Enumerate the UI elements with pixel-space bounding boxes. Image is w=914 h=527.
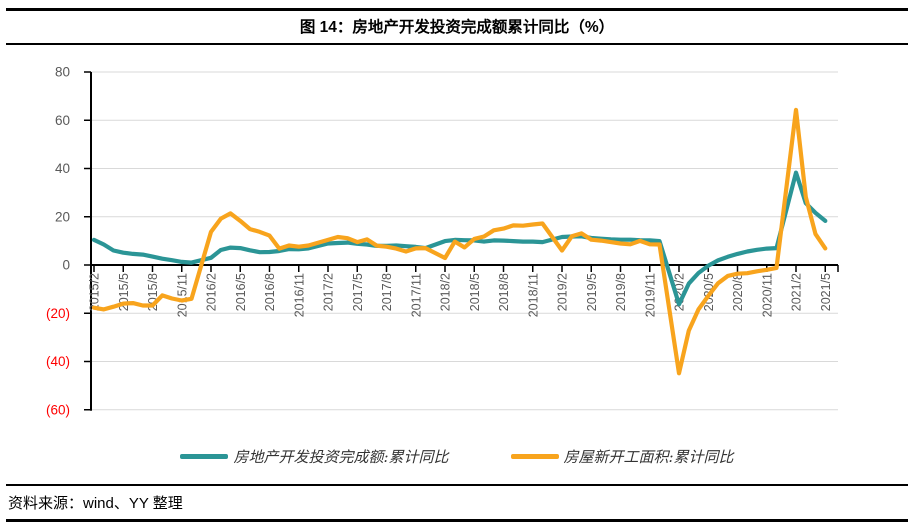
- legend-item-series1: 房地产开发投资完成额:累计同比: [180, 446, 449, 467]
- svg-text:2016/5: 2016/5: [234, 273, 248, 311]
- svg-text:2017/2: 2017/2: [322, 273, 336, 311]
- svg-text:2021/2: 2021/2: [790, 273, 804, 311]
- source-note: 资料来源：wind、YY 整理: [8, 495, 183, 512]
- svg-text:40: 40: [55, 161, 70, 176]
- svg-text:2018/2: 2018/2: [439, 273, 453, 311]
- svg-text:0: 0: [62, 258, 70, 273]
- svg-text:20: 20: [55, 209, 70, 224]
- top-rule: [6, 8, 908, 11]
- svg-text:(20): (20): [46, 306, 70, 321]
- legend-item-series2: 房屋新开工面积:累计同比: [510, 446, 734, 467]
- legend-label-series1: 房地产开发投资完成额:累计同比: [233, 448, 449, 466]
- svg-text:60: 60: [55, 113, 70, 128]
- series-line-1: [91, 170, 828, 307]
- svg-text:2019/11: 2019/11: [643, 273, 657, 317]
- legend-label-series2: 房屋新开工面积:累计同比: [563, 448, 734, 466]
- footer-top-rule: [6, 484, 908, 486]
- svg-text:2015/2: 2015/2: [88, 273, 102, 311]
- title-separator-rule: [6, 43, 908, 45]
- svg-text:2020/11: 2020/11: [760, 273, 774, 317]
- svg-text:2019/2: 2019/2: [556, 273, 570, 311]
- svg-text:2019/5: 2019/5: [585, 273, 599, 311]
- series2-line-swatch-icon: [510, 454, 559, 459]
- svg-text:2019/8: 2019/8: [614, 273, 628, 311]
- svg-text:2016/8: 2016/8: [263, 273, 277, 311]
- svg-text:2018/8: 2018/8: [497, 273, 511, 311]
- series1-line-swatch-icon: [180, 454, 229, 459]
- svg-text:2016/11: 2016/11: [292, 273, 306, 317]
- svg-text:2021/5: 2021/5: [819, 273, 833, 311]
- chart-title: 图 14：房地产开发投资完成额累计同比（%）: [299, 19, 615, 36]
- svg-text:(40): (40): [46, 354, 70, 369]
- svg-text:2018/5: 2018/5: [468, 273, 482, 311]
- svg-text:2020/8: 2020/8: [731, 273, 745, 311]
- series-line-2: [91, 107, 828, 376]
- svg-text:2016/2: 2016/2: [205, 273, 219, 311]
- footer-bottom-rule: [6, 519, 908, 522]
- chart-legend: 房地产开发投资完成额:累计同比 房屋新开工面积:累计同比: [0, 446, 914, 467]
- svg-text:2015/11: 2015/11: [175, 273, 189, 317]
- svg-text:80: 80: [55, 65, 70, 80]
- svg-text:(60): (60): [46, 402, 70, 417]
- svg-text:2017/5: 2017/5: [351, 273, 365, 311]
- svg-text:2018/11: 2018/11: [526, 273, 540, 317]
- svg-text:2017/11: 2017/11: [409, 273, 423, 317]
- svg-text:2017/8: 2017/8: [380, 273, 394, 311]
